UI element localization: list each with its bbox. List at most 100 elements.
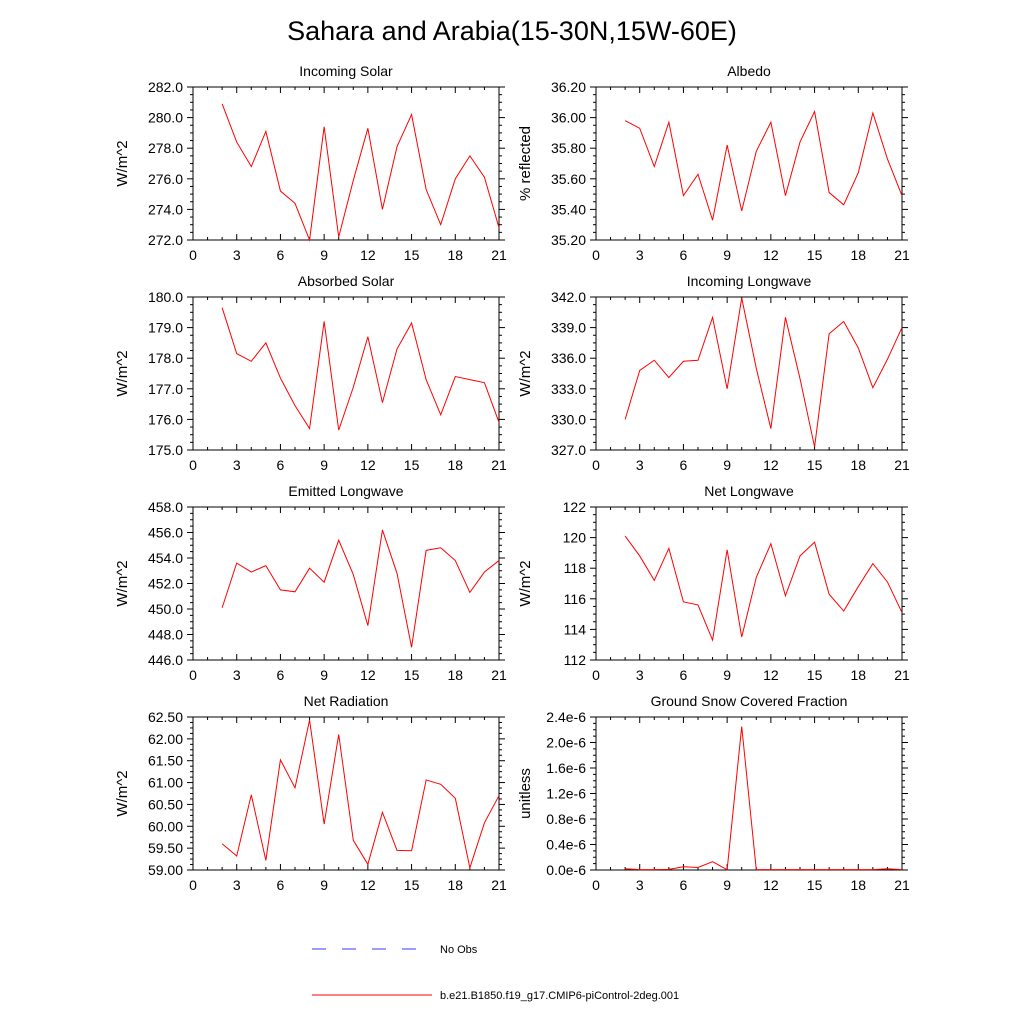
x-tick-label: 15 [807,667,823,683]
panel-title: Emitted Longwave [288,483,403,499]
y-tick-label: 61.50 [148,753,183,769]
y-tick-label: 112 [564,652,587,668]
y-tick-label: 278.0 [148,140,183,156]
y-axis-label: W/m^2 [517,560,534,606]
panel-title: Net Radiation [304,693,389,709]
plot-frame [595,86,903,241]
x-tick-label: 18 [850,247,866,263]
series-line [624,109,903,221]
x-tick-label: 18 [447,667,463,683]
x-tick-label: 6 [277,877,285,893]
panel-4: Incoming Longwave W/m^2 0 3 6 9 12 15 18 21 327.0 3… [517,273,910,473]
y-tick-label: 1.2e-6 [546,786,586,802]
y-tick-label: 62.50 [148,709,183,725]
plot-frame [595,296,903,451]
x-tick-label: 6 [277,457,285,473]
y-tick-label: 342.0 [551,289,586,305]
panel-title: Ground Snow Covered Fraction [651,693,848,709]
panel-title: Incoming Solar [299,63,393,79]
x-tick-label: 21 [894,667,910,683]
x-tick-label: 18 [850,667,866,683]
y-tick-label: 60.00 [148,818,183,834]
y-tick-label: 274.0 [148,201,183,217]
x-tick-label: 3 [233,247,241,263]
x-tick-label: 3 [636,877,644,893]
x-tick-label: 12 [360,877,376,893]
legend-obs-label: No Obs [440,944,478,956]
y-tick-label: 2.4e-6 [546,709,586,725]
panel-title: Net Longwave [704,483,794,499]
plot-frame [192,86,500,241]
y-tick-label: 35.20 [551,232,586,248]
y-tick-label: 36.00 [551,110,586,126]
panel-3: Absorbed Solar W/m^2 0 3 6 9 12 15 18 21 175.0 176.… [114,273,507,473]
y-tick-label: 452.0 [148,576,183,592]
y-tick-label: 330.0 [551,411,586,427]
y-tick-label: 59.00 [148,862,183,878]
x-tick-label: 15 [404,457,420,473]
y-tick-label: 0.8e-6 [546,811,586,827]
panel-1: Incoming Solar W/m^2 0 3 6 9 12 15 18 21 272.0 274.… [114,63,507,263]
y-tick-label: 177.0 [148,381,183,397]
y-axis-label: W/m^2 [517,350,534,396]
panel-title: Incoming Longwave [687,273,812,289]
panel-8: Ground Snow Covered Fraction unitless 0 3 6 9… [517,693,910,893]
y-axis-label: W/m^2 [114,770,131,816]
y-tick-label: 327.0 [551,442,586,458]
x-tick-label: 0 [189,457,197,473]
y-tick-label: 446.0 [148,652,183,668]
legend: No Obs b.e21.B1850.f19_g17.CMIP6-piContr… [312,944,679,1002]
x-tick-label: 6 [277,667,285,683]
y-tick-label: 118 [564,560,587,576]
y-tick-label: 114 [564,621,587,637]
y-tick-label: 339.0 [551,320,586,336]
y-tick-label: 178.0 [148,350,183,366]
panel-title: Albedo [727,63,771,79]
x-tick-label: 18 [447,457,463,473]
figure-title: Sahara and Arabia(15-30N,15W-60E) [287,16,737,46]
y-axis-label: % reflected [517,126,534,201]
y-tick-label: 448.0 [148,627,183,643]
y-tick-label: 122 [563,499,587,515]
series-line [221,719,500,870]
y-tick-label: 179.0 [148,320,183,336]
series-line [221,103,500,242]
panel-5: Emitted Longwave W/m^2 0 3 6 9 12 15 18 21 446.0 44… [114,483,507,683]
x-tick-label: 0 [189,667,197,683]
x-tick-label: 15 [807,457,823,473]
x-tick-label: 9 [723,457,731,473]
x-tick-label: 12 [360,247,376,263]
x-tick-label: 0 [189,247,197,263]
y-tick-label: 35.60 [551,171,586,187]
panel-title: Absorbed Solar [298,273,395,289]
y-tick-label: 62.00 [148,731,183,747]
y-tick-label: 120 [563,530,587,546]
panels: Incoming Solar W/m^2 0 3 6 9 12 15 18 21 272.0 274.… [114,63,910,893]
x-tick-label: 9 [320,457,328,473]
y-tick-label: 276.0 [148,171,183,187]
y-axis-label: W/m^2 [114,560,131,606]
plot-frame [595,506,903,661]
x-tick-label: 21 [491,667,507,683]
y-tick-label: 59.50 [148,840,183,856]
y-tick-label: 336.0 [551,350,586,366]
y-tick-label: 450.0 [148,601,183,617]
x-tick-label: 9 [320,667,328,683]
y-tick-label: 333.0 [551,381,586,397]
x-tick-label: 0 [592,457,600,473]
x-tick-label: 3 [233,667,241,683]
x-tick-label: 21 [491,457,507,473]
x-tick-label: 18 [850,457,866,473]
x-tick-label: 3 [233,457,241,473]
x-tick-label: 0 [189,877,197,893]
x-tick-label: 18 [447,877,463,893]
y-tick-label: 35.80 [551,140,586,156]
x-tick-label: 12 [763,667,779,683]
y-tick-label: 180.0 [148,289,183,305]
y-tick-label: 282.0 [148,79,183,95]
legend-model-label: b.e21.B1850.f19_g17.CMIP6-piControl-2deg… [440,990,679,1002]
series-line [221,529,500,648]
y-tick-label: 272.0 [148,232,183,248]
panel-7: Net Radiation W/m^2 0 3 6 9 12 15 18 21 59.00 59.50… [114,693,507,893]
